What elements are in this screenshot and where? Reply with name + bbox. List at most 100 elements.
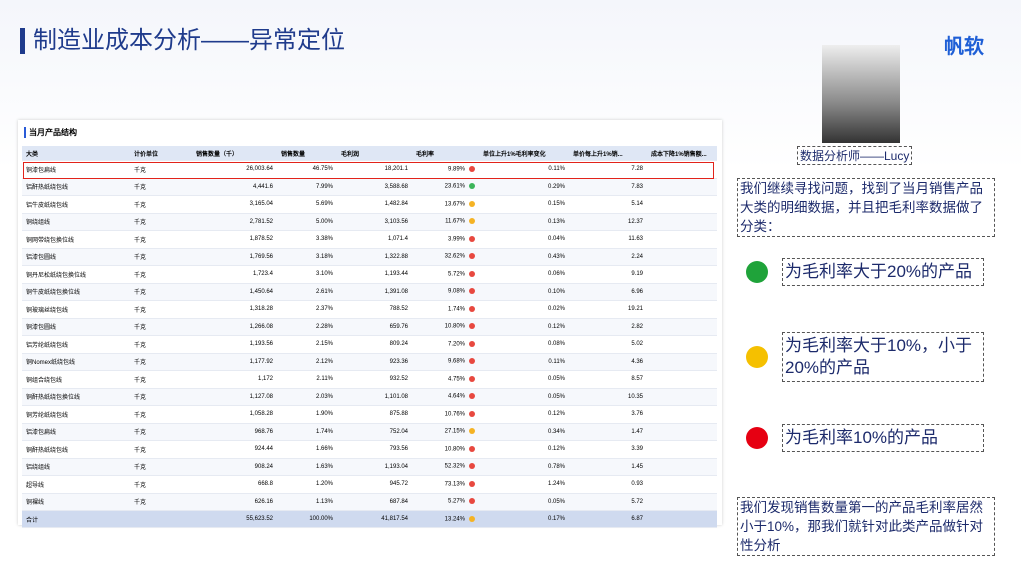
cell-text: 73.13% [444,481,465,488]
cell: 11.67% [412,213,479,231]
cell: 9.89% [412,160,479,179]
data-row: 铝牛皮纸绕包线 千克 3,165.04 5.69% 1,482.84 13.67% 0.15… [22,195,717,214]
conclusion-text: 我们发现销售数量第一的产品毛利率居然小于10%，那我们就针对此类产品做针对性分析 [737,497,995,556]
cell-text: 1,769.56 [249,253,273,260]
cell [647,160,717,179]
cell: 46.75% [277,160,337,179]
cell-text: 9.08% [447,289,465,296]
cell: 788.52 [337,300,412,319]
cell: 0.78% [479,458,569,476]
status-dot [469,288,475,295]
cell: 19.21 [569,300,647,319]
cell-text: 10.35 [627,393,643,400]
cell [647,283,717,301]
cell-text: 千克 [134,465,147,472]
cell [647,300,717,319]
data-row: 铝漆包圆线 千克 1,769.56 3.18% 1,322.88 32.62% 0.43% 2… [22,248,717,266]
cell-text: 968.76 [254,428,273,435]
cell: 73.13% [412,475,479,494]
cell: 659.76 [337,318,412,336]
cell [647,195,717,214]
cell-text: 1,101.08 [384,393,408,400]
cell: 千克 [130,353,192,371]
cell-text: 超导线 [26,482,45,489]
cell: 5.72% [412,265,479,284]
cell-text: 687.84 [389,498,408,505]
cell-text: 1.63% [315,463,333,470]
cell-text: 1.90% [315,411,333,418]
cell-text: 8.57 [631,376,643,383]
total-row: 合计 55,623.52 100.00% 41,817.54 13.24% 0.17% 6.… [22,510,717,528]
logo: 帆软 [944,36,984,58]
cell-text: 2.24 [631,253,643,260]
cell: 687.84 [337,493,412,511]
cell: 铜牛皮纸绕包换位线 [22,283,130,301]
cell: 0.13% [479,213,569,231]
cell-text: 0.05% [547,376,565,383]
cell [647,493,717,511]
cell-text: 铜酐热纸绕包线 [26,447,69,454]
cell: 13.67% [412,195,479,214]
cell-text: 千克 [134,482,147,489]
cell-text: 千克 [134,255,147,262]
cell: 铜酐热纸绕包线 [22,440,130,459]
cell-text: 5.00% [315,218,333,225]
cell-text: 1,391.08 [384,288,408,295]
cell-text: 0.29% [547,183,565,190]
cell-text: 10.80% [444,446,465,453]
cell-text: 1,177.92 [249,358,273,365]
cell: 0.04% [479,230,569,249]
cell: 5.00% [277,213,337,231]
cell-text: 铜丹尼松纸绕包换位线 [26,272,87,279]
cell-text: 1,450.64 [249,288,273,295]
cell-text: 9.68% [447,359,465,366]
data-row: 铜漆包扁线 千克 26,003.64 46.75% 18,201.1 9.89% 0.11%… [22,160,717,179]
cell-text: 铜漆包圆线 [26,325,57,332]
status-dot [469,358,475,365]
cell: 3.76 [569,405,647,424]
cell: 0.12% [479,405,569,424]
cell: 0.15% [479,195,569,214]
cell: 13.24% [412,510,479,528]
column-header: 大类 [22,146,130,161]
cell: 1.63% [277,458,337,476]
cell: 0.34% [479,423,569,441]
cell: 1.74% [277,423,337,441]
cell-text: 铜Nomex纸绕包线 [26,360,76,367]
cell: 2.28% [277,318,337,336]
cell: 3,103.56 [337,213,412,231]
cell: 55,623.52 [192,510,277,528]
cell: 2.03% [277,388,337,406]
column-header: 毛利率 [412,146,479,161]
cell-text: 793.56 [389,446,408,453]
cell: 945.72 [337,475,412,494]
cell-text: 千克 [134,342,147,349]
cell-text: 27.15% [444,429,465,436]
cell-text: 19.21 [627,306,643,313]
cell-text: 千克 [134,202,147,209]
cell: 0.93 [569,475,647,494]
cell-text: 3,103.56 [384,218,408,225]
cell: 10.35 [569,388,647,406]
analyst-photo [822,45,900,143]
cell-text: 0.15% [547,201,565,208]
cell-text: 铜玻璃丝绕包线 [26,307,69,314]
cell [647,440,717,459]
status-dot [469,235,475,242]
cell-text: 千克 [134,272,147,279]
cell-text: 1.45 [631,463,643,470]
cell-text: 2,781.52 [249,218,273,225]
legend-dot [746,261,768,283]
cell: 0.43% [479,248,569,266]
cell-text: 铜裸线 [26,500,45,507]
cell: 5.69% [277,195,337,214]
cell-text: 13.67% [444,201,465,208]
cell: 1.47 [569,423,647,441]
product-table: 大类 计价单位 销售数量（千） 销售数量 毛利润 毛利率 单位上升1%毛利率变化 单价每上升1… [22,146,717,528]
legend-item: 为毛利率大于20%的产品 [746,258,984,286]
legend-dot [746,427,768,449]
status-dot [469,340,475,347]
data-row: 铜牛皮纸绕包换位线 千克 1,450.64 2.61% 1,391.08 9.08% 0.1… [22,283,717,301]
cell-text: 合计 [26,517,39,524]
cell-text: 3.18% [315,253,333,260]
